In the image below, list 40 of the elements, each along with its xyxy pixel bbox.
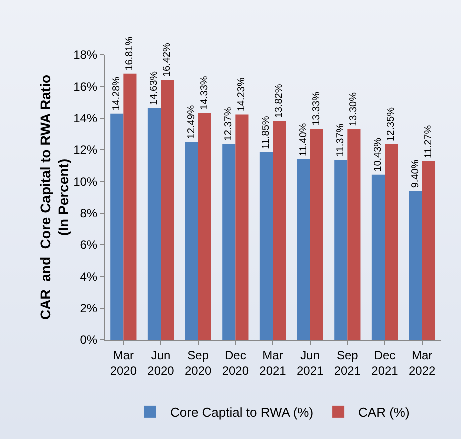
data-label: 14.63% xyxy=(148,71,160,106)
data-label: 13.82% xyxy=(274,84,286,118)
x-tick-label: Jun 2020 xyxy=(148,348,175,378)
y-tick-label: 14% xyxy=(74,112,98,126)
data-label: 11.37% xyxy=(336,124,347,157)
y-tick-label: 12% xyxy=(74,143,98,158)
y-tick-label: 10% xyxy=(74,174,98,189)
data-label: 14.28% xyxy=(112,76,123,111)
x-tick-label: Sep 2021 xyxy=(334,348,362,378)
data-label: 16.42% xyxy=(162,42,174,78)
x-tick-label: Mar 2022 xyxy=(408,348,436,378)
data-label: 11.40% xyxy=(298,123,310,156)
y-tick-label: 4% xyxy=(80,270,98,284)
data-label: 12.35% xyxy=(386,107,398,142)
x-tick-label: Jun 2021 xyxy=(296,348,324,378)
x-tick-label: Mar 2020 xyxy=(110,348,138,378)
data-label: 14.33% xyxy=(199,76,210,110)
y-tick-label: 0% xyxy=(80,333,98,348)
data-label: 9.40% xyxy=(410,160,422,188)
x-tick-label: Dec 2020 xyxy=(222,348,250,378)
data-label: 11.27% xyxy=(423,125,434,159)
data-label: 14.23% xyxy=(236,78,248,112)
x-tick-label: Dec 2021 xyxy=(372,348,399,378)
y-tick-label: 2% xyxy=(80,302,98,316)
y-axis-title: CAR and Core Capital to RWA Ratio (In Percent) xyxy=(37,74,72,320)
data-label: 13.33% xyxy=(311,92,322,126)
y-tick-label: 18% xyxy=(74,48,98,62)
data-label: 11.85% xyxy=(260,116,272,150)
data-label: 13.30% xyxy=(348,92,360,126)
data-label: 10.43% xyxy=(372,138,384,172)
y-tick-label: 6% xyxy=(80,238,98,252)
x-tick-label: Mar 2021 xyxy=(260,348,287,378)
legend-label: CAR (%) xyxy=(358,405,410,420)
data-label: 16.81% xyxy=(124,36,136,71)
legend-label: Core Captial to RWA (%) xyxy=(170,405,314,420)
y-tick-label: 16% xyxy=(74,80,98,94)
y-tick-label: 8% xyxy=(80,206,98,221)
x-tick-label: Sep 2020 xyxy=(184,348,212,378)
data-label: 12.49% xyxy=(186,105,198,140)
data-label: 12.37% xyxy=(224,107,235,142)
